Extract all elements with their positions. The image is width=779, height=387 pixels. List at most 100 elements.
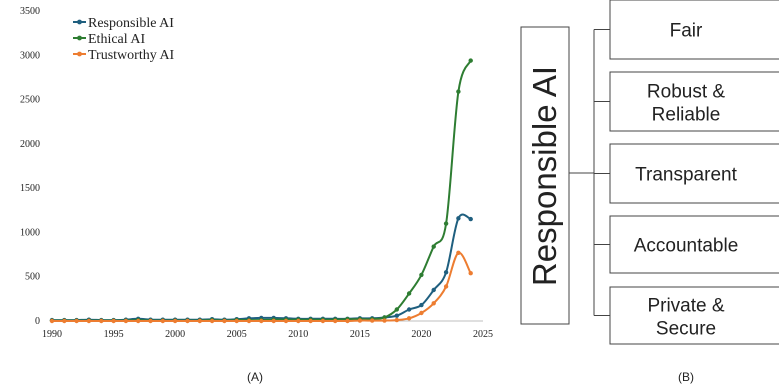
legend-item: Ethical AI xyxy=(73,32,145,47)
data-point xyxy=(49,318,55,324)
legend-item: Responsible AI xyxy=(73,16,174,31)
diagram-item-private-secure: Private & Secure xyxy=(609,286,779,345)
data-point xyxy=(185,318,190,324)
data-point xyxy=(246,318,252,324)
y-tick-label: 3000 xyxy=(20,50,40,61)
diagram-items: Fair Robust & Reliable Transparent Accountab… xyxy=(609,0,779,345)
series-trustworthy-ai xyxy=(49,250,473,324)
data-point xyxy=(259,318,264,324)
legend-item: Trustworthy AI xyxy=(73,48,175,63)
y-tick-label: 0 xyxy=(35,316,40,327)
item-box xyxy=(609,0,779,60)
data-point xyxy=(394,317,399,323)
item-box xyxy=(609,71,779,132)
data-point xyxy=(456,250,461,255)
y-tick-label: 500 xyxy=(25,272,40,283)
chart-series xyxy=(49,58,473,324)
data-point xyxy=(394,313,399,318)
data-point xyxy=(222,318,227,324)
data-point xyxy=(406,307,412,312)
series-responsible-ai xyxy=(49,213,473,323)
data-point xyxy=(382,318,387,323)
diagram-item-fair: Fair xyxy=(609,0,779,60)
y-tick-label: 2000 xyxy=(20,139,40,150)
data-point xyxy=(160,318,165,324)
data-point xyxy=(468,58,473,63)
legend-label: Trustworthy AI xyxy=(88,48,175,63)
root-box xyxy=(520,26,570,325)
legend-swatch-marker xyxy=(77,51,82,57)
data-point xyxy=(209,318,215,324)
x-tick-label: 2025 xyxy=(473,329,493,340)
data-point xyxy=(111,318,116,324)
data-point xyxy=(431,301,436,306)
x-tick-label: 1990 xyxy=(42,329,62,340)
legend-label: Responsible AI xyxy=(88,16,174,31)
data-point xyxy=(443,270,449,275)
data-point xyxy=(406,316,412,321)
x-tick-label: 2015 xyxy=(350,329,370,340)
panel-label-a: (A) xyxy=(247,370,263,384)
line-chart: 0 500 1000 1500 2000 2500 3000 3500 1990 1995 2000… xyxy=(20,6,493,340)
data-point xyxy=(419,302,424,308)
legend-label: Ethical AI xyxy=(88,32,145,47)
data-point xyxy=(468,271,473,276)
data-point xyxy=(148,318,153,324)
data-point xyxy=(136,318,141,324)
panel-label-b: (B) xyxy=(678,370,694,384)
data-point xyxy=(443,284,449,289)
data-point xyxy=(320,318,326,324)
data-point xyxy=(370,318,375,323)
y-tick-label: 1500 xyxy=(20,183,40,194)
data-point xyxy=(394,307,399,312)
responsible-ai-diagram: Responsible AI Fair Robust & Reliable Trans… xyxy=(520,0,779,345)
y-tick-label: 3500 xyxy=(20,6,40,17)
data-point xyxy=(468,216,473,222)
y-tick-label: 2500 xyxy=(20,95,40,106)
x-tick-label: 2005 xyxy=(227,329,247,340)
chart-axes: 0 500 1000 1500 2000 2500 3000 3500 1990 1995 2000… xyxy=(20,6,493,340)
data-point xyxy=(431,244,436,249)
data-point xyxy=(308,318,313,324)
data-point xyxy=(333,318,338,324)
item-box xyxy=(609,215,779,274)
data-point xyxy=(172,318,178,324)
data-point xyxy=(271,318,276,324)
data-point xyxy=(62,318,67,324)
series-ethical-ai xyxy=(49,58,473,323)
legend-swatch-marker xyxy=(77,35,82,41)
data-point xyxy=(357,318,363,323)
data-point xyxy=(99,318,104,324)
root-label: Responsible AI xyxy=(526,66,563,286)
item-label: Accountable xyxy=(634,236,739,257)
data-point xyxy=(419,272,424,278)
series-line xyxy=(52,213,472,322)
item-label: Fair xyxy=(670,21,703,42)
diagram-item-transparent: Transparent xyxy=(609,143,779,204)
item-label: Private & Secure xyxy=(647,296,724,340)
data-point xyxy=(296,318,301,324)
x-tick-label: 2000 xyxy=(165,329,185,340)
x-tick-label: 1995 xyxy=(104,329,124,340)
data-point xyxy=(74,318,79,324)
item-box xyxy=(609,143,779,204)
data-point xyxy=(197,318,202,324)
y-tick-label: 1000 xyxy=(20,227,40,238)
item-box xyxy=(609,286,779,345)
series-line xyxy=(52,60,472,322)
data-point xyxy=(419,310,424,316)
x-tick-label: 2020 xyxy=(411,329,431,340)
data-point xyxy=(456,216,461,221)
data-point xyxy=(431,287,436,293)
item-label: Robust & Reliable xyxy=(647,82,725,126)
legend-swatch-marker xyxy=(77,19,82,25)
data-point xyxy=(456,89,461,94)
x-tick-label: 2010 xyxy=(288,329,308,340)
data-point xyxy=(283,318,289,324)
data-point xyxy=(123,318,129,324)
data-point xyxy=(443,221,449,226)
diagram-item-accountable: Accountable xyxy=(609,215,779,274)
data-point xyxy=(234,318,239,324)
